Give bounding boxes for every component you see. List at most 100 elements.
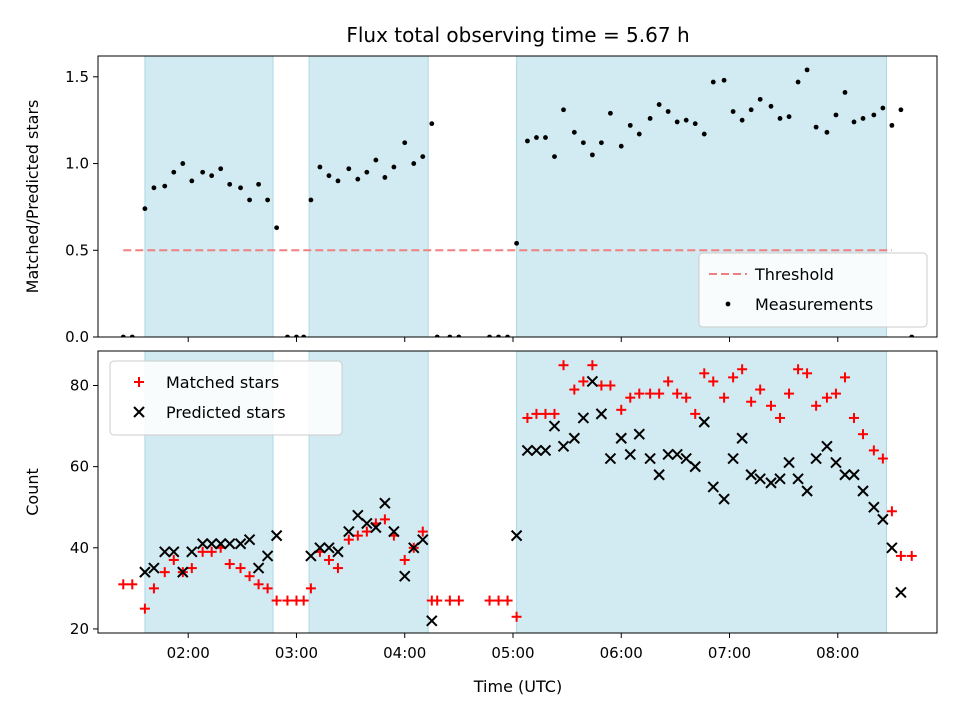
data-point: [569, 384, 580, 395]
data-point: [571, 129, 577, 135]
data-point: [895, 550, 906, 561]
data-point: [647, 116, 653, 121]
legend: Matched stars Predicted stars: [109, 360, 343, 436]
data-point: [701, 131, 707, 137]
y-tick-label: 0.0: [65, 328, 89, 346]
data-point: [332, 546, 344, 558]
data-point: [206, 546, 217, 557]
data-point: [487, 334, 492, 337]
data-point: [754, 473, 766, 485]
data-point: [162, 183, 168, 189]
data-point: [877, 513, 889, 526]
data-point: [373, 157, 379, 163]
data-point: [719, 392, 730, 403]
data-point: [728, 372, 739, 383]
legend-label: Threshold: [754, 265, 834, 284]
axes-frame: [97, 55, 938, 338]
data-point: [644, 452, 656, 465]
data-point: [727, 452, 739, 465]
data-point: [256, 181, 261, 187]
data-point: [244, 571, 255, 582]
data-point: [370, 521, 382, 534]
data-point: [589, 152, 595, 158]
data-point: [766, 400, 777, 411]
x-tick-label: 05:00: [491, 644, 534, 662]
y-tick-label: 80: [70, 376, 89, 394]
observing-interval: [308, 55, 429, 338]
data-point: [851, 119, 857, 125]
data-point: [196, 538, 209, 550]
data-point: [768, 103, 774, 109]
data-point: [755, 384, 766, 395]
chart-title: Flux total observing time = 5.67 h: [346, 23, 689, 47]
legend-item: Matched stars: [134, 373, 279, 392]
legend-swatch: [725, 301, 731, 307]
data-point: [332, 563, 343, 574]
plot-area: [120, 67, 915, 337]
data-point: [408, 542, 420, 554]
data-point: [674, 119, 680, 125]
data-point: [355, 176, 361, 182]
data-point: [858, 429, 869, 440]
data-point: [323, 542, 335, 554]
data-point: [417, 526, 428, 537]
data-point: [252, 562, 265, 574]
data-point: [618, 143, 624, 149]
x-tick-label: 07:00: [708, 644, 751, 662]
data-point: [821, 392, 832, 403]
data-point: [432, 595, 443, 606]
data-point: [663, 376, 674, 387]
data-point: [534, 135, 539, 140]
data-point: [548, 420, 561, 432]
data-point: [886, 542, 898, 554]
data-point: [710, 79, 716, 85]
data-point: [505, 334, 510, 337]
data-point: [568, 432, 581, 444]
data-point: [129, 334, 135, 337]
legend-item: Threshold: [709, 265, 834, 284]
data-point: [391, 164, 397, 170]
data-point: [616, 404, 627, 415]
data-point: [578, 376, 589, 387]
series-x: [139, 375, 907, 627]
data-point: [653, 469, 665, 481]
data-point: [253, 579, 264, 590]
y-tick-label: 40: [70, 539, 89, 557]
data-point: [298, 595, 309, 606]
data-point: [305, 550, 317, 562]
y-axis-label: Matched/Predicted stars: [23, 100, 42, 294]
data-point: [680, 452, 692, 465]
y-axis-label: Count: [23, 468, 42, 516]
data-point: [736, 432, 748, 444]
data-point: [200, 169, 206, 175]
data-point: [127, 579, 138, 590]
data-point: [522, 412, 533, 423]
data-point: [730, 109, 736, 114]
legend-label: Predicted stars: [166, 403, 286, 422]
data-point: [364, 169, 370, 175]
data-point: [411, 161, 417, 166]
data-point: [305, 583, 316, 594]
data-point: [159, 567, 170, 578]
series-dot: [120, 67, 915, 337]
data-point: [577, 412, 590, 424]
data-point: [314, 542, 326, 554]
data-point: [739, 117, 745, 123]
data-point: [453, 595, 464, 606]
data-point: [909, 334, 915, 337]
x-tick-label: 06:00: [600, 644, 643, 662]
data-point: [142, 206, 148, 212]
data-point: [361, 517, 373, 530]
legend-label: Measurements: [755, 295, 873, 314]
data-point: [294, 334, 299, 337]
plot-area: [118, 360, 917, 627]
data-point: [634, 388, 645, 399]
data-point: [530, 444, 543, 457]
observing-interval: [144, 55, 274, 338]
data-point: [692, 121, 698, 127]
data-point: [605, 380, 616, 391]
data-point: [234, 538, 247, 550]
data-point: [186, 563, 197, 574]
data-point: [224, 559, 235, 570]
data-point: [238, 185, 243, 191]
